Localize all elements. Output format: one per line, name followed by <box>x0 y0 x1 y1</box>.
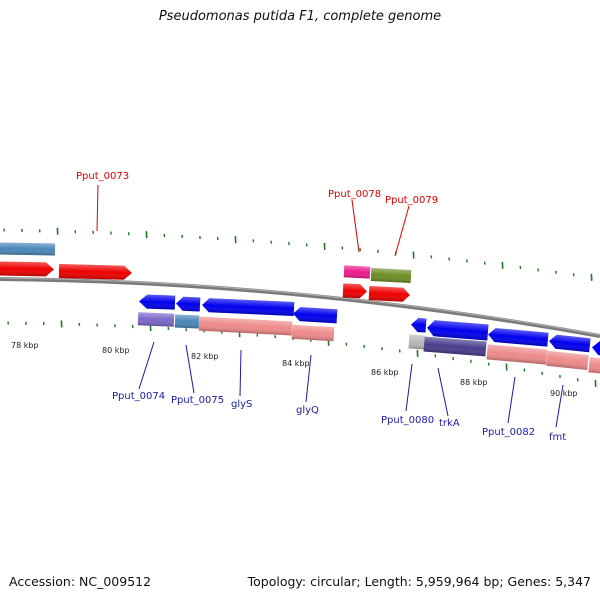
label-leader-line <box>555 384 564 428</box>
gene-label-pput-0082[interactable]: Pput_0082 <box>482 427 535 438</box>
genome-summary-text: Topology: circular; Length: 5,959,964 bp… <box>247 574 591 589</box>
cog-feature-steelblue-left[interactable] <box>0 242 56 256</box>
reverse-gene-arrow[interactable] <box>411 318 427 333</box>
label-leader-line <box>507 376 516 424</box>
label-leader-line <box>405 363 413 412</box>
map-title: Pseudomonas putida F1, complete genome <box>158 9 442 24</box>
cog-feature-lightpurple[interactable] <box>137 312 175 327</box>
reverse-gene-arrow[interactable] <box>176 296 201 312</box>
label-leader-line <box>394 205 410 257</box>
reverse-gene-arrow[interactable] <box>426 320 489 341</box>
gene-label-pput-0079[interactable]: Pput_0079 <box>385 195 438 206</box>
gene-label-pput-0073[interactable]: Pput_0073 <box>76 171 129 182</box>
cog-feature-olive[interactable] <box>370 267 412 284</box>
label-leader-line <box>185 344 195 394</box>
cog-feature-salmon[interactable] <box>198 316 293 336</box>
reverse-gene-arrow[interactable] <box>139 294 176 310</box>
label-leader-line <box>305 354 312 403</box>
forward-gene-arrow[interactable] <box>58 264 132 280</box>
cog-feature-pink[interactable] <box>343 265 371 279</box>
gene-label-glys[interactable]: glyS <box>231 399 252 410</box>
gene-label-glyq[interactable]: glyQ <box>296 405 319 416</box>
genome-backbone-highlight <box>0 277 600 336</box>
forward-gene-arrow[interactable] <box>0 261 54 277</box>
accession-text: Accession: NC_009512 <box>9 574 152 589</box>
gene-label-pput-0080[interactable]: Pput_0080 <box>381 415 434 426</box>
gene-label-fmt[interactable]: fmt <box>549 432 566 443</box>
cog-feature-salmon[interactable] <box>546 350 589 371</box>
forward-gene-arrow[interactable] <box>342 283 368 299</box>
gene-label-pput-0078[interactable]: Pput_0078 <box>328 189 381 200</box>
label-leader-line <box>437 367 449 417</box>
forward-gene-arrow[interactable] <box>368 285 411 302</box>
reverse-gene-arrow[interactable] <box>293 307 338 324</box>
reverse-gene-arrow[interactable] <box>591 340 600 356</box>
reverse-gene-arrow[interactable] <box>202 298 295 317</box>
gene-label-trka[interactable]: trkA <box>439 418 460 429</box>
cog-feature-darkslate[interactable] <box>423 336 487 357</box>
label-leader-line <box>96 184 99 232</box>
genome-backbone <box>0 277 600 338</box>
cog-feature-steelblue[interactable] <box>174 314 200 329</box>
label-leader-line <box>239 349 242 397</box>
reverse-gene-arrow[interactable] <box>488 327 549 347</box>
cog-feature-gray[interactable] <box>408 334 426 350</box>
scale-label: 90 kbp <box>550 389 578 398</box>
label-leader-line <box>351 199 360 253</box>
gene-label-pput-0075[interactable]: Pput_0075 <box>171 395 224 406</box>
reverse-gene-arrow[interactable] <box>548 334 591 353</box>
cog-feature-salmon[interactable] <box>486 344 548 365</box>
scale-label: 80 kbp <box>102 346 130 355</box>
scale-label: 82 kbp <box>191 352 219 361</box>
gene-label-pput-0074[interactable]: Pput_0074 <box>112 391 165 402</box>
cog-feature-salmon[interactable] <box>588 357 600 374</box>
scale-label: 84 kbp <box>282 359 310 368</box>
scale-label: 78 kbp <box>11 341 39 350</box>
scale-label: 86 kbp <box>371 368 399 377</box>
label-leader-line <box>138 341 155 390</box>
cog-feature-salmon[interactable] <box>291 324 335 342</box>
scale-label: 88 kbp <box>460 378 488 387</box>
